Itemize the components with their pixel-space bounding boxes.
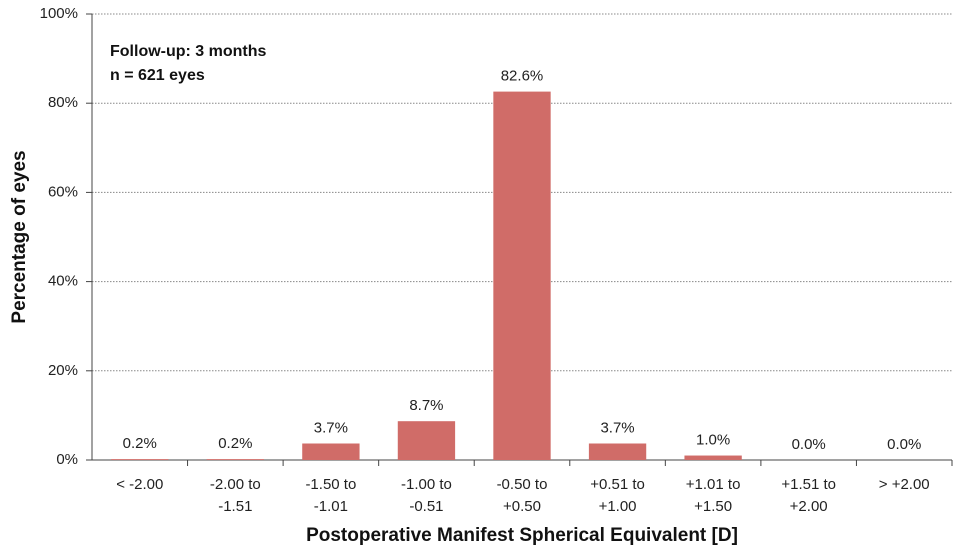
x-tick-label: +1.51 to +2.00 xyxy=(781,476,836,515)
value-label: 0.2% xyxy=(218,435,252,452)
x-tick-label: -0.50 to +0.50 xyxy=(497,476,548,515)
annotation: n = 621 eyes xyxy=(110,67,205,84)
x-tick-label: -1.00 to -0.51 xyxy=(401,476,452,515)
bar xyxy=(206,459,264,460)
value-label: 1.0% xyxy=(696,432,730,449)
y-tick-label: 60% xyxy=(48,183,78,200)
bar xyxy=(588,443,647,460)
y-tick-label: 100% xyxy=(40,5,78,22)
y-tick-label: 80% xyxy=(48,94,78,111)
value-label: 82.6% xyxy=(501,68,544,85)
x-tick-label: -2.00 to -1.51 xyxy=(210,476,261,515)
x-tick-label: -1.50 to -1.01 xyxy=(305,476,356,515)
y-tick-label: 0% xyxy=(56,451,78,468)
x-tick-label: > +2.00 xyxy=(879,476,930,493)
y-tick-label: 20% xyxy=(48,362,78,379)
value-label: 0.2% xyxy=(123,435,157,452)
annotation: Follow-up: 3 months xyxy=(110,43,267,60)
value-label: 3.7% xyxy=(314,419,348,436)
bar xyxy=(111,459,169,460)
y-axis-title: Percentage of eyes xyxy=(9,150,30,323)
value-label: 0.0% xyxy=(792,436,826,453)
value-label: 0.0% xyxy=(887,436,921,453)
y-tick-label: 40% xyxy=(48,273,78,290)
x-tick-label: < -2.00 xyxy=(116,476,163,493)
bar xyxy=(493,91,551,460)
value-label: 8.7% xyxy=(409,397,443,414)
bar xyxy=(684,455,742,460)
bar xyxy=(302,443,360,460)
x-axis-title: Postoperative Manifest Spherical Equival… xyxy=(306,525,738,546)
x-tick-label: +1.01 to +1.50 xyxy=(686,476,741,515)
x-tick-label: +0.51 to +1.00 xyxy=(590,476,645,515)
bar xyxy=(397,421,456,460)
value-label: 3.7% xyxy=(600,419,634,436)
